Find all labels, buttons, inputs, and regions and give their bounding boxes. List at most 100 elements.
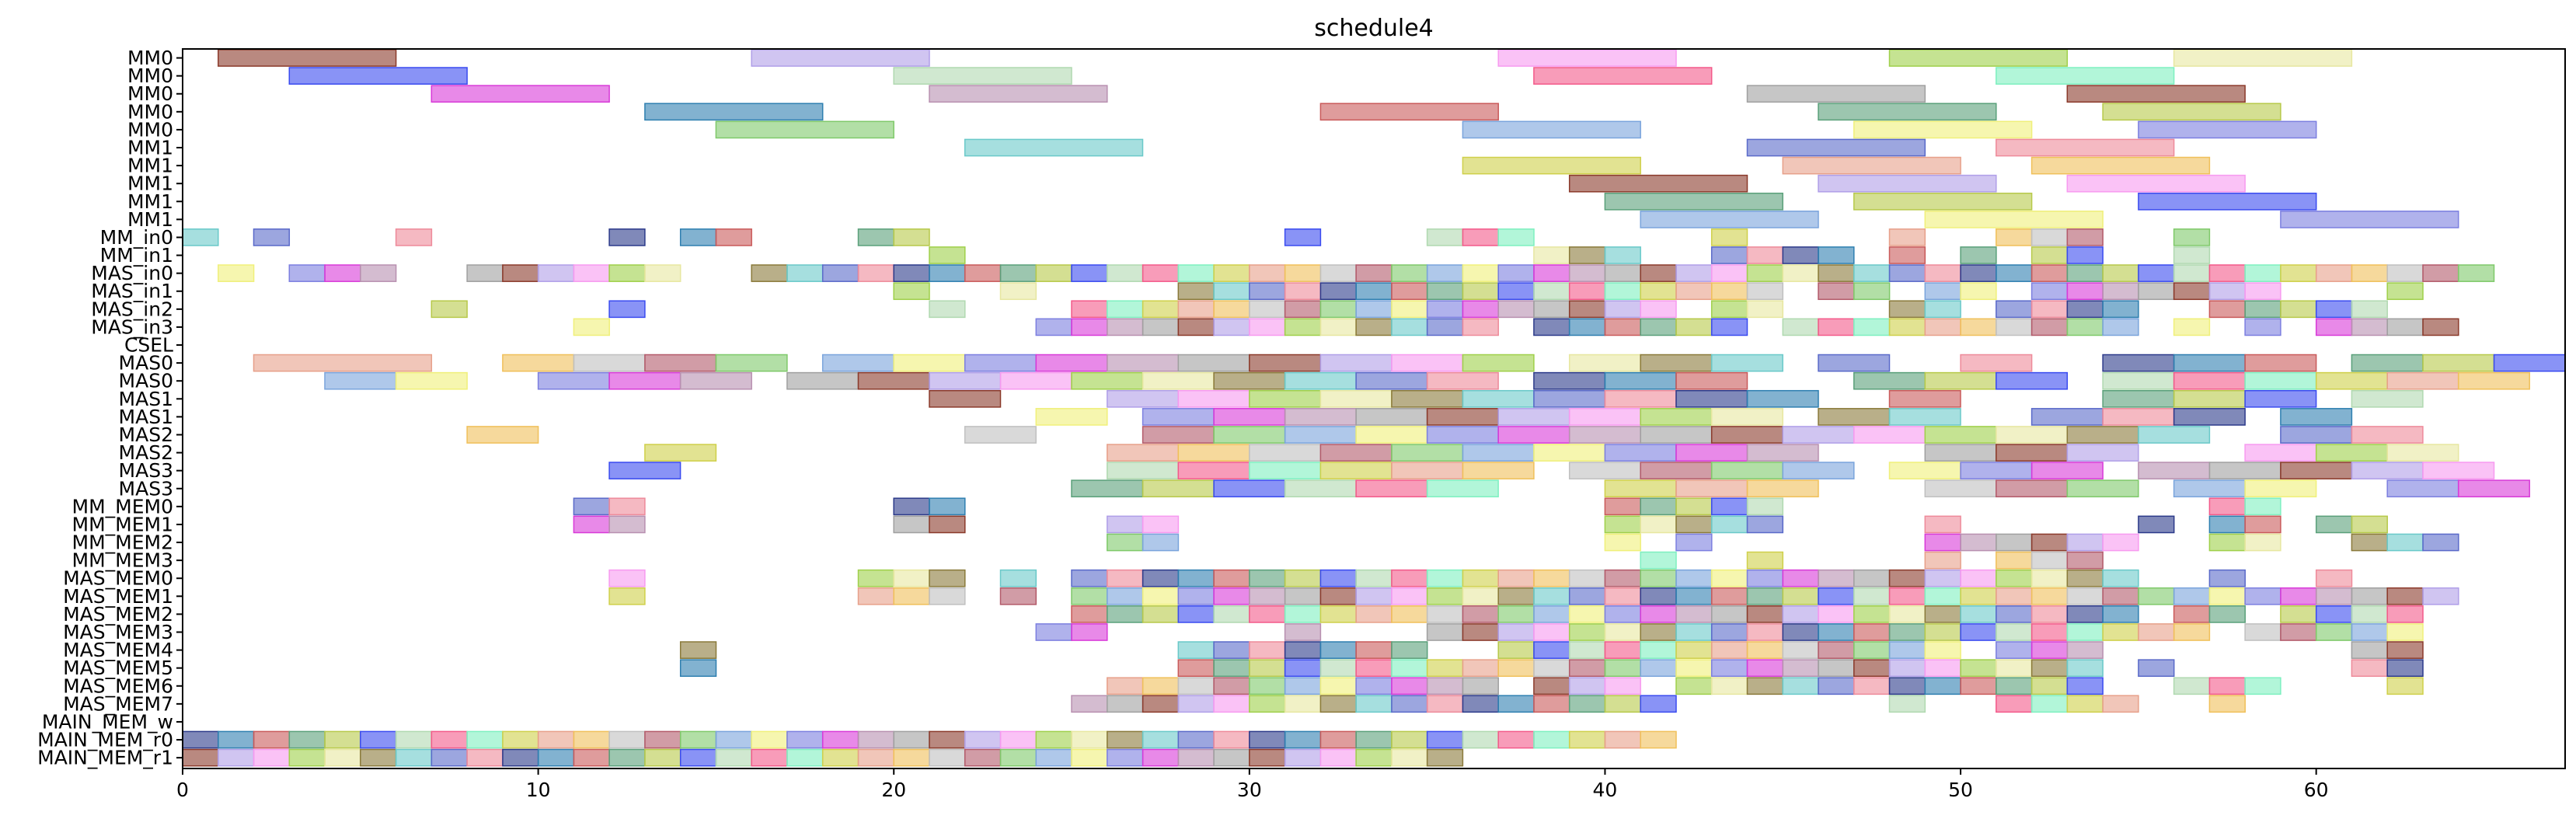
schedule-bar [1035,748,1072,767]
schedule-bar [1107,462,1180,479]
schedule-bar [1213,748,1250,767]
schedule-bar [1818,174,1997,193]
schedule-bar [2102,623,2139,641]
schedule-bar [1782,659,1819,678]
schedule-bar [1249,695,1286,713]
y-tick-label: MAS_MEM1 [63,585,173,608]
schedule-bar [1746,264,1784,282]
schedule-bar [1107,264,1144,282]
schedule-bar [1746,641,1784,659]
schedule-bar [2102,300,2139,319]
schedule-bar [1107,730,1144,749]
schedule-bar [1710,623,1748,641]
schedule-bar [821,730,859,749]
schedule-bar [2244,318,2281,336]
schedule-bar [1640,695,1677,713]
schedule-bar [2351,533,2388,552]
schedule-bar [1640,318,1677,336]
y-tick-label: MM0 [127,64,173,87]
schedule-bar [715,748,752,767]
schedule-bar [1924,426,1997,444]
schedule-bar [1640,408,1713,426]
schedule-bar [1142,533,1180,552]
schedule-bar [2102,587,2139,605]
schedule-bar [2066,677,2104,695]
schedule-bar [1853,587,1891,605]
schedule-bar [1746,300,1784,319]
schedule-bar [1497,659,1535,678]
schedule-bar [608,515,646,534]
schedule-bar [1355,569,1393,587]
schedule-bar [1319,677,1357,695]
schedule-bar [360,730,397,749]
schedule-bar [1533,605,1570,623]
y-tick-label: MM_MEM2 [72,531,173,554]
schedule-bar [1284,300,1322,319]
schedule-bar [1746,497,1784,516]
schedule-bar [1213,264,1250,282]
plot-frame [182,48,2566,769]
schedule-bar [1319,569,1357,587]
schedule-bar [1996,138,2175,157]
schedule-bar [1782,587,1819,605]
schedule-bar [857,264,895,282]
schedule-bar [1284,677,1322,695]
schedule-bar [1568,174,1748,193]
schedule-bar [1924,264,1961,282]
schedule-bar [1746,623,1784,641]
schedule-bar [1462,730,1499,749]
schedule-bar [1355,264,1393,282]
schedule-bar [2138,426,2211,444]
schedule-bar [1107,389,1180,408]
schedule-bar [786,748,824,767]
schedule-bar [2244,515,2281,534]
schedule-bar [1462,120,1641,139]
schedule-bar [1996,264,2033,282]
schedule-bar [253,748,291,767]
schedule-bar [1818,641,1855,659]
schedule-bar [2030,605,2069,623]
schedule-bar [929,748,966,767]
schedule-bar [1640,497,1677,516]
schedule-bar [1604,192,1783,211]
schedule-bar [1426,677,1464,695]
schedule-bar [1071,371,1144,390]
schedule-bar [466,748,504,767]
schedule-bar [1818,569,1855,587]
schedule-bar [218,748,255,767]
schedule-bar [1177,695,1215,713]
schedule-bar [573,354,646,372]
schedule-bar [1249,730,1286,749]
schedule-bar [1533,264,1570,282]
schedule-bar [1071,264,1108,282]
schedule-bar [1888,623,1926,641]
schedule-bar [1249,300,1286,319]
schedule-bar [1355,426,1428,444]
schedule-bar [1888,318,1926,336]
schedule-bar [1249,569,1286,587]
schedule-bar [2030,264,2069,282]
schedule-bar [1675,264,1713,282]
schedule-bar [1818,605,1855,623]
schedule-bar [1249,605,1286,623]
schedule-bar [2102,569,2139,587]
schedule-bar [1177,300,1215,319]
schedule-bar [1604,533,1641,552]
schedule-bar [1107,569,1144,587]
schedule-bar [2208,515,2246,534]
schedule-bar [1604,282,1641,301]
schedule-bar [2351,318,2388,336]
schedule-bar [1710,605,1748,623]
schedule-bar [1888,462,1961,479]
schedule-bar [1888,300,1926,319]
schedule-bar [1533,246,1570,264]
schedule-bar [964,730,1002,749]
schedule-bar [2030,282,2069,301]
schedule-bar [893,228,930,246]
schedule-bar [1782,569,1819,587]
schedule-bar [1213,641,1250,659]
schedule-bar [1782,641,1819,659]
schedule-bar [1462,300,1499,319]
schedule-bar [1782,462,1855,479]
schedule-bar [2208,569,2246,587]
